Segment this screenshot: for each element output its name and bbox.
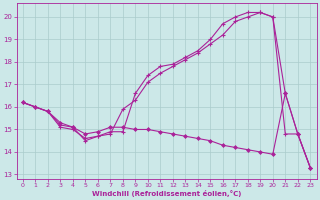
X-axis label: Windchill (Refroidissement éolien,°C): Windchill (Refroidissement éolien,°C)	[92, 190, 241, 197]
